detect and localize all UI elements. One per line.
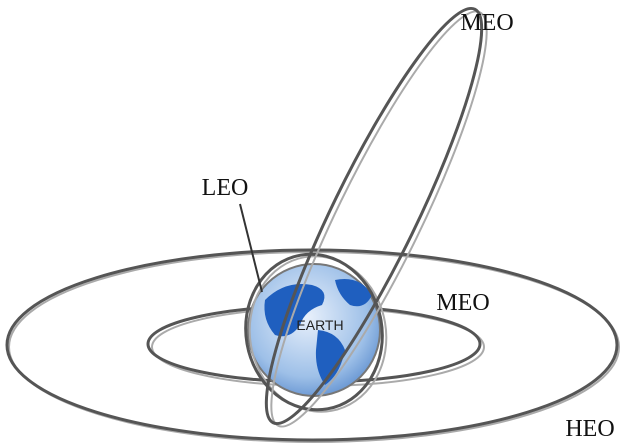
continent bbox=[315, 330, 345, 385]
meo-label: MEO bbox=[460, 10, 513, 36]
leo-label: LEO bbox=[202, 175, 249, 201]
continent bbox=[335, 279, 372, 307]
meo-label: MEO bbox=[436, 290, 489, 316]
meo-tilted-orbit bbox=[264, 6, 484, 426]
leo-pointer bbox=[239, 203, 263, 293]
heo-orbit-shadow bbox=[8, 251, 620, 443]
heo-label: HEO bbox=[565, 416, 614, 442]
leo-orbit bbox=[244, 252, 384, 412]
leo-orbit-shadow bbox=[248, 255, 388, 413]
earth-label: EARTH bbox=[296, 317, 343, 333]
